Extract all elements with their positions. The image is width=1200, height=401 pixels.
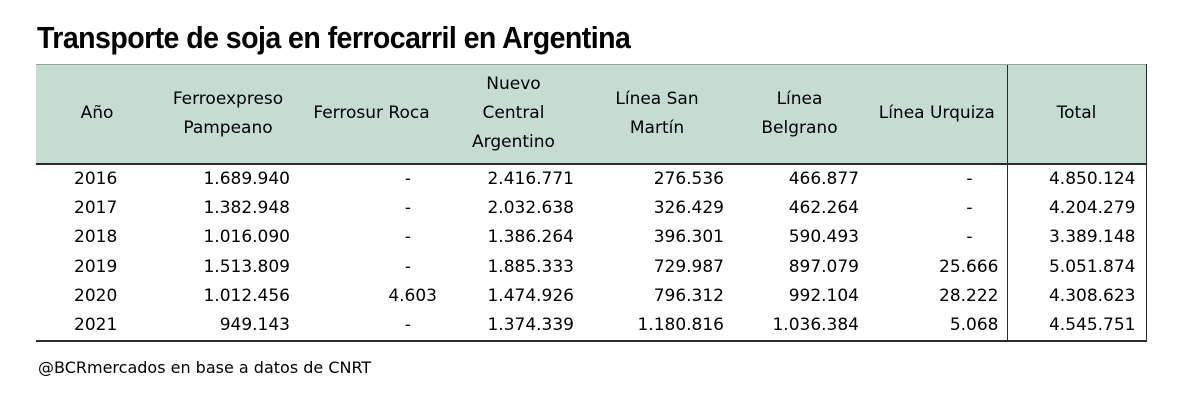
value-cell: 992.104 xyxy=(788,286,859,307)
value-cell: 462.264 xyxy=(788,197,859,218)
value-cell: 4.603 xyxy=(388,286,437,307)
column-header-line: Ferroexpreso xyxy=(172,88,284,109)
year-cell: 2016 xyxy=(74,168,118,189)
value-cell: 2.032.638 xyxy=(487,197,574,218)
value-cell: 1.386.264 xyxy=(487,227,574,248)
value-cell: 1.474.926 xyxy=(487,286,574,307)
value-cell: 2.416.771 xyxy=(487,168,574,189)
total-cell: 5.051.874 xyxy=(1006,252,1147,282)
total-cell: 4.204.279 xyxy=(1006,193,1147,223)
total-cell: 3.389.148 xyxy=(1006,222,1147,252)
table-row: 2016 1.689.940 - 2.416.771 276.536 466.877 - 4.… xyxy=(36,163,1147,193)
column-header-line: Línea Urquiza xyxy=(878,103,995,124)
value-cell: 276.536 xyxy=(653,168,724,189)
column-header: Total xyxy=(1006,64,1147,165)
value-cell: - xyxy=(966,227,973,248)
value-cell: - xyxy=(966,168,973,189)
year-cell: 2021 xyxy=(36,311,158,342)
value-cell: 1.016.090 xyxy=(203,227,290,248)
table-row: 2017 1.382.948 - 2.032.638 326.429 462.264 - 4.… xyxy=(36,193,1147,223)
column-header-line: Línea San xyxy=(615,88,699,109)
value-cell: - xyxy=(966,197,973,218)
total-cell: 4.850.124 xyxy=(1006,163,1147,193)
value-cell: 1.382.948 xyxy=(203,197,290,218)
column-header-line: Línea xyxy=(776,88,823,109)
data-table-container: Año Ferroexpreso Pampeano Ferrosur Roca Nuev… xyxy=(36,64,1147,342)
table-row: 2018 1.016.090 - 1.386.264 396.301 590.493 - 3.… xyxy=(36,222,1147,252)
column-header: Nuevo Central Argentino xyxy=(445,64,582,165)
year-cell: 2017 xyxy=(74,197,118,218)
value-cell: 897.079 xyxy=(788,256,859,277)
table-row: 2020 1.012.456 4.603 1.474.926 796.312 992.10… xyxy=(36,281,1147,311)
value-cell: - xyxy=(404,256,411,277)
value-cell: 590.493 xyxy=(788,227,859,248)
column-header-line: Nuevo xyxy=(486,74,541,95)
total-cell: 4.545.751 xyxy=(1006,311,1147,342)
year-cell: 2020 xyxy=(74,286,118,307)
column-header: Ferrosur Roca xyxy=(298,64,445,165)
value-cell: 466.877 xyxy=(788,168,859,189)
value-cell: - xyxy=(404,197,411,218)
column-header-line: Ferrosur Roca xyxy=(313,103,430,124)
value-cell: 949.143 xyxy=(158,311,298,342)
table-body: 2016 1.689.940 - 2.416.771 276.536 466.877 - 4.… xyxy=(36,163,1147,342)
value-cell: - xyxy=(404,227,411,248)
year-cell: 2018 xyxy=(74,227,118,248)
value-cell: 1.689.940 xyxy=(203,168,290,189)
table-row: 2019 1.513.809 - 1.885.333 729.987 897.079 25.… xyxy=(36,252,1147,282)
column-header: Línea Belgrano xyxy=(732,64,867,165)
soy-rail-transport-table: Año Ferroexpreso Pampeano Ferrosur Roca Nuev… xyxy=(36,64,1147,342)
column-header-line: Martín xyxy=(629,117,685,138)
value-cell: 1.513.809 xyxy=(203,256,290,277)
value-cell: 396.301 xyxy=(653,227,724,248)
year-cell: 2019 xyxy=(74,256,118,277)
column-header: Ferroexpreso Pampeano xyxy=(158,64,298,165)
column-header-line: Central xyxy=(482,103,545,124)
value-cell: 1.012.456 xyxy=(203,286,290,307)
value-cell: - xyxy=(298,311,445,342)
table-row: 2021 949.143-1.374.339 1.180.816 1.036.384 5… xyxy=(36,311,1147,342)
value-cell: 1.885.333 xyxy=(487,256,574,277)
column-header: Año xyxy=(36,64,158,165)
source-note: @BCRmercados en base a datos de CNRT xyxy=(38,358,372,377)
total-cell: 4.308.623 xyxy=(1006,281,1147,311)
column-header-line: Total xyxy=(1056,103,1097,124)
value-cell: 796.312 xyxy=(653,286,724,307)
column-header-line: Belgrano xyxy=(761,117,838,138)
value-cell: 1.374.339 xyxy=(445,311,582,342)
column-header-line: Año xyxy=(80,103,114,124)
value-cell: 28.222 xyxy=(939,286,999,307)
value-cell: 1.180.816 xyxy=(582,311,732,342)
value-cell: 326.429 xyxy=(653,197,724,218)
column-header: Línea San Martín xyxy=(582,64,732,165)
value-cell: 1.036.384 xyxy=(732,311,867,342)
column-header-line: Argentino xyxy=(472,132,555,153)
column-header: Línea Urquiza xyxy=(867,64,1007,165)
header-row: Año Ferroexpreso Pampeano Ferrosur Roca Nuev… xyxy=(36,64,1147,165)
column-header-line: Pampeano xyxy=(183,117,273,138)
value-cell: 729.987 xyxy=(653,256,724,277)
value-cell: 25.666 xyxy=(939,256,999,277)
value-cell: 5.068 xyxy=(867,311,1007,342)
table-title: Transporte de soja en ferrocarril en Arg… xyxy=(37,20,631,55)
value-cell: - xyxy=(404,168,411,189)
